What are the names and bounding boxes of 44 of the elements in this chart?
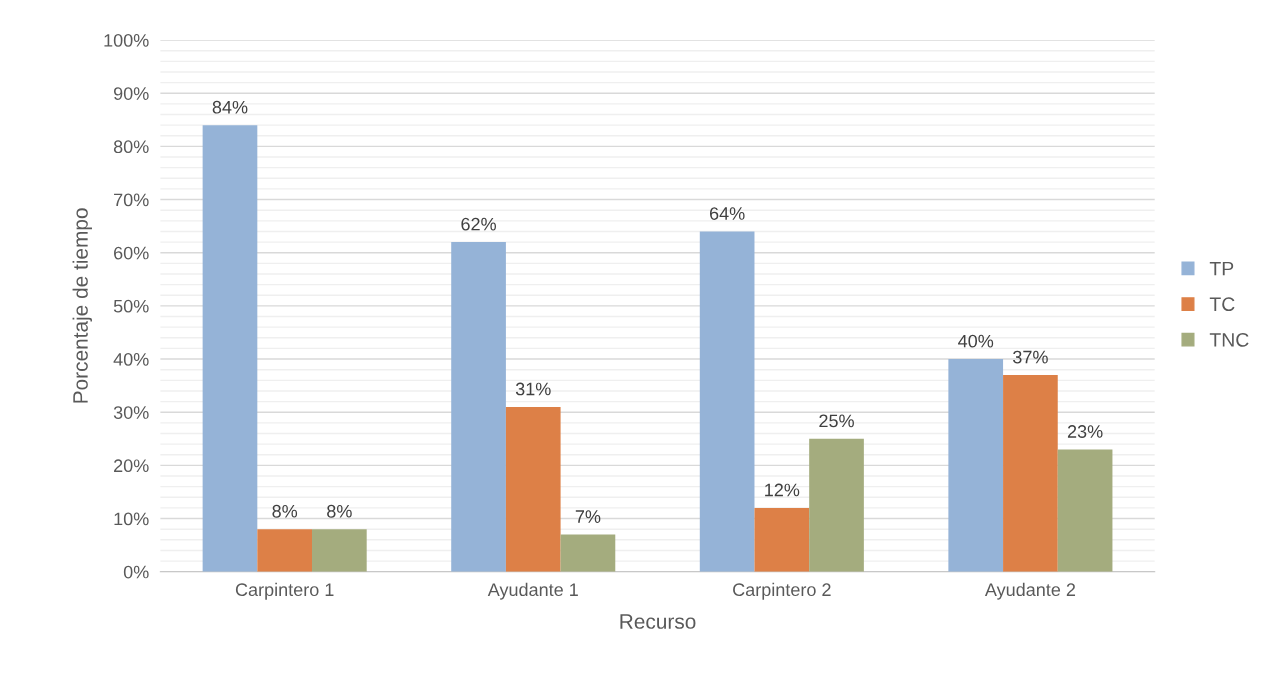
data-label: 84%	[212, 100, 248, 114]
y-tick-label: 50%	[113, 299, 149, 313]
bar	[560, 534, 616, 572]
x-tick-label: Ayudante 1	[487, 582, 578, 600]
y-tick-label: 70%	[114, 193, 149, 207]
y-tick-label: 100%	[104, 34, 149, 47]
data-label: 64%	[709, 207, 745, 220]
legend-label: TP	[1209, 261, 1234, 276]
data-label: 8%	[272, 504, 298, 518]
x-tick-label: Carpintero 1	[235, 582, 334, 600]
y-tick-label: 90%	[113, 87, 149, 100]
data-label: 7%	[575, 510, 601, 523]
bar	[699, 231, 755, 572]
data-label: 8%	[327, 504, 352, 518]
y-axis-title: Porcentaje de tiempo	[72, 208, 92, 403]
x-tick-label: Carpintero 2	[733, 582, 831, 600]
y-tick-label: 0%	[123, 565, 149, 579]
data-label: 40%	[958, 334, 994, 348]
y-tick-label: 60%	[114, 246, 149, 260]
bar	[948, 359, 1004, 572]
data-label: 25%	[819, 414, 854, 428]
legend-label: TC	[1209, 297, 1235, 312]
y-tick-label: 10%	[114, 512, 149, 526]
data-label: 12%	[765, 483, 800, 497]
x-axis-title: Recurso	[620, 614, 696, 629]
bar	[451, 242, 506, 572]
bar	[1057, 449, 1113, 572]
bar	[257, 529, 313, 572]
bar	[809, 438, 864, 572]
y-tick-label: 20%	[114, 459, 149, 473]
x-tick-label: Ayudante 2	[984, 582, 1076, 600]
data-label: 31%	[515, 382, 551, 396]
y-tick-label: 80%	[113, 140, 149, 154]
data-label: 37%	[1013, 350, 1048, 364]
bar	[1003, 375, 1058, 572]
bar	[202, 125, 258, 572]
data-label: 23%	[1067, 425, 1103, 438]
bar	[312, 529, 367, 572]
data-label: 62%	[461, 217, 496, 231]
legend-label: TNC	[1209, 332, 1249, 347]
bar	[505, 406, 561, 572]
y-tick-label: 30%	[113, 406, 149, 419]
y-tick-label: 40%	[113, 352, 149, 366]
bar	[754, 507, 810, 572]
